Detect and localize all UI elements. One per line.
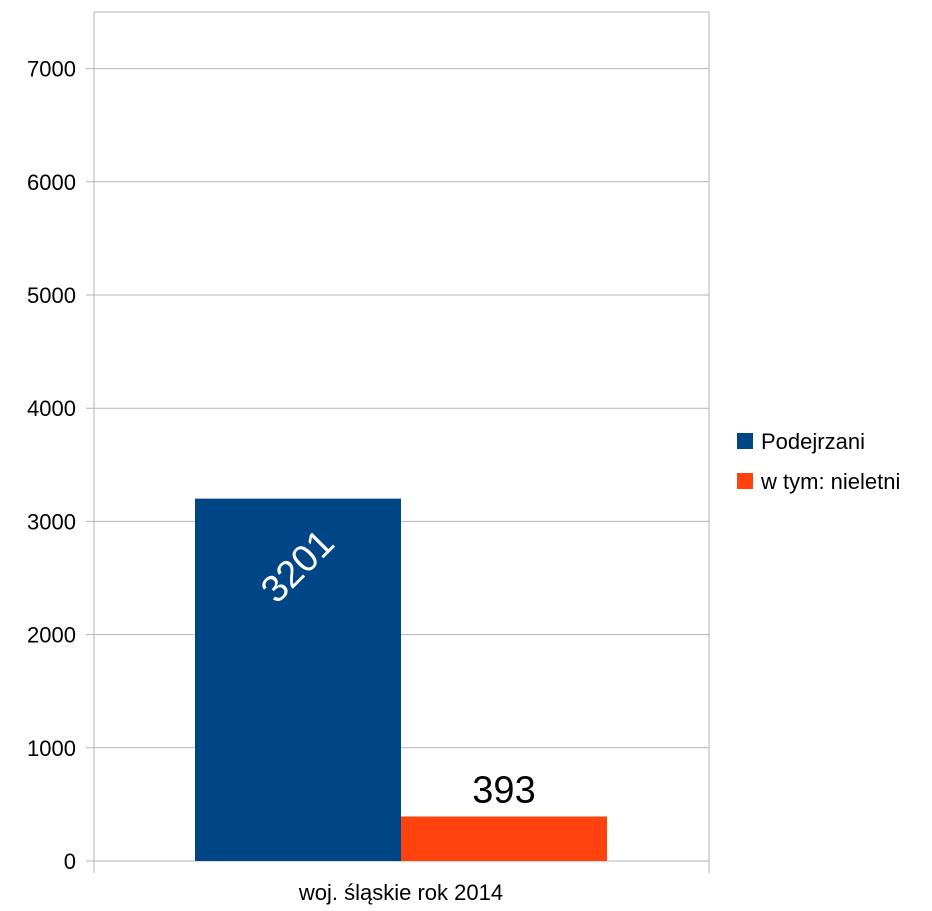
y-tick-label: 5000 xyxy=(27,283,76,308)
legend: Podejrzani w tym: nieletni xyxy=(737,429,900,494)
y-tick-label: 4000 xyxy=(27,396,76,421)
y-tick-label: 7000 xyxy=(27,57,76,82)
legend-label: Podejrzani xyxy=(761,429,865,454)
y-tick-label: 0 xyxy=(64,849,76,874)
data-label: 393 xyxy=(472,770,535,812)
bar-podejrzani xyxy=(195,498,401,861)
y-tick-label: 2000 xyxy=(27,623,76,648)
y-tick-label: 3000 xyxy=(27,509,76,534)
legend-label: w tym: nieletni xyxy=(760,469,900,494)
y-tick-label: 6000 xyxy=(27,170,76,195)
legend-swatch xyxy=(737,433,753,449)
legend-swatch xyxy=(737,473,753,489)
bars xyxy=(195,498,607,861)
bar-nieletni xyxy=(401,816,607,861)
x-category-label: woj. śląskie rok 2014 xyxy=(298,880,503,905)
axes: 0 1000 2000 3000 4000 5000 6000 7000 woj. śląski… xyxy=(27,11,710,905)
y-tick-label: 1000 xyxy=(27,736,76,761)
